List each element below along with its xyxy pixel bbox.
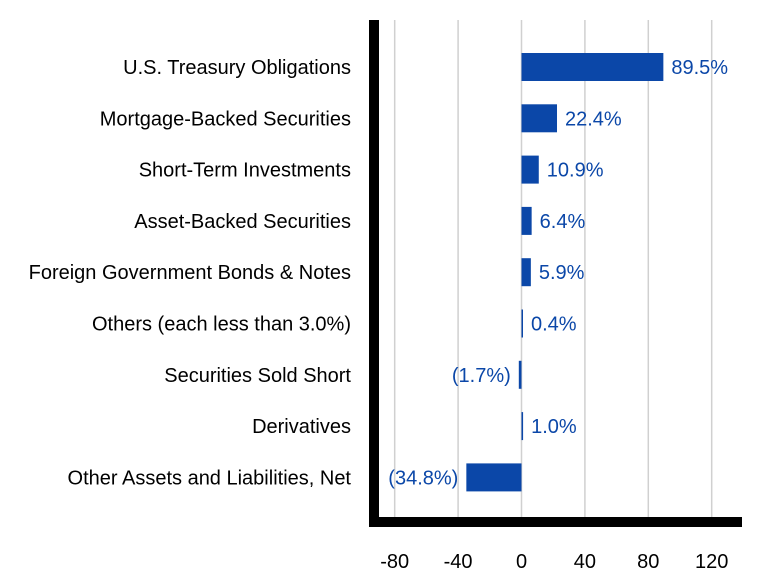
bar: [521, 412, 524, 441]
data-label: (34.8%): [388, 467, 458, 489]
x-tick-label: -80: [380, 551, 409, 573]
category-label: Foreign Government Bonds & Notes: [29, 262, 351, 284]
x-tick-label: -40: [444, 551, 473, 573]
category-label: Short-Term Investments: [139, 160, 351, 182]
x-tick-labels: -80 -40 0 40 80 120: [380, 551, 728, 573]
bar: [518, 360, 522, 389]
axes: [369, 20, 742, 527]
data-label: 5.9%: [539, 262, 585, 284]
bar: [521, 155, 539, 184]
bar: [466, 463, 522, 492]
x-tick-label: 0: [516, 551, 527, 573]
category-label: Others (each less than 3.0%): [92, 314, 351, 336]
data-label: 6.4%: [540, 211, 586, 233]
data-label: 1.0%: [531, 416, 577, 438]
data-label: 10.9%: [547, 160, 604, 182]
bar: [521, 206, 532, 235]
data-label: 0.4%: [531, 314, 577, 336]
data-label: 89.5%: [671, 57, 728, 79]
category-label: Derivatives: [252, 416, 351, 438]
category-labels: U.S. Treasury Obligations Mortgage-Backed…: [29, 57, 352, 489]
category-label: Other Assets and Liabilities, Net: [68, 467, 352, 489]
bar: [521, 53, 664, 81]
bars: [466, 53, 664, 492]
category-label: Asset-Backed Securities: [134, 211, 351, 233]
bar: [521, 309, 523, 338]
x-axis-line: [369, 517, 742, 527]
x-tick-label: 120: [695, 551, 728, 573]
category-label: U.S. Treasury Obligations: [123, 57, 351, 79]
category-label: Mortgage-Backed Securities: [100, 108, 351, 130]
y-axis-line: [369, 20, 379, 527]
x-tick-label: 80: [637, 551, 659, 573]
data-label: 22.4%: [565, 108, 622, 130]
bar: [521, 104, 558, 133]
value-labels: 89.5% 22.4% 10.9% 6.4% 5.9% 0.4% (1.7%) 1.0% (34…: [388, 57, 728, 489]
data-label: (1.7%): [452, 365, 511, 387]
bar: [521, 258, 531, 287]
x-tick-label: 40: [574, 551, 596, 573]
category-label: Securities Sold Short: [164, 365, 351, 387]
